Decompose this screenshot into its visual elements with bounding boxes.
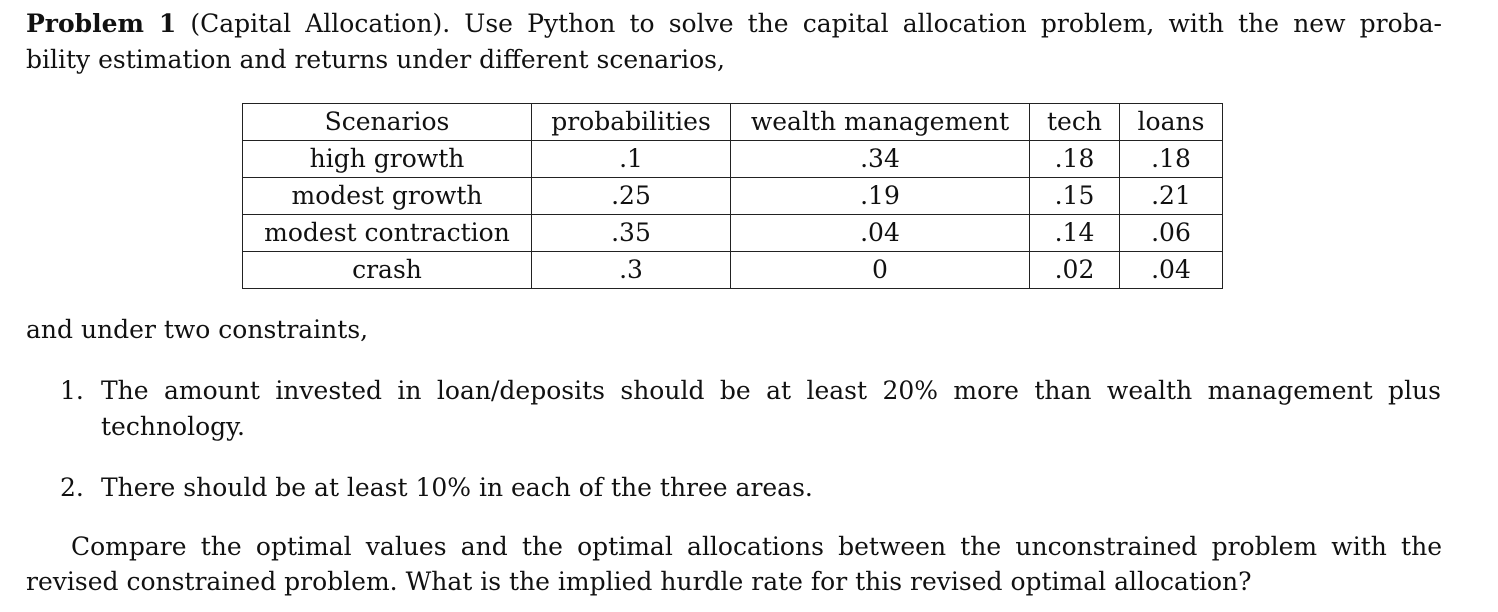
constraint-text-line-1: There should be at least 10% in each of … xyxy=(101,473,813,502)
constraint-text-line-2: technology. xyxy=(101,412,245,441)
table-header-cell: wealth management xyxy=(730,103,1030,141)
table-header-cell: loans xyxy=(1119,103,1223,141)
table-cell: .18 xyxy=(1029,140,1120,178)
table-header-cell: Scenarios xyxy=(242,103,532,141)
scenario-table: Scenarios probabilities wealth managemen… xyxy=(242,103,1223,289)
closing-line-2: revised constrained problem. What is the… xyxy=(26,567,1252,596)
table-cell: .34 xyxy=(730,140,1030,178)
table-cell: crash xyxy=(242,251,532,289)
table-cell: .18 xyxy=(1119,140,1223,178)
table-cell: .04 xyxy=(730,214,1030,252)
constraints-intro: and under two constraints, xyxy=(26,315,369,344)
table-cell: .04 xyxy=(1119,251,1223,289)
table-cell: .15 xyxy=(1029,177,1120,215)
table-header-cell: probabilities xyxy=(531,103,731,141)
problem-intro-line-1: Problem 1 (Capital Allocation). Use Pyth… xyxy=(26,8,1442,40)
constraint-text-line-1: The amount invested in loan/deposits sho… xyxy=(101,376,1441,405)
table-header-cell: tech xyxy=(1029,103,1120,141)
table-cell: .19 xyxy=(730,177,1030,215)
problem-intro-text: (Capital Allocation). Use Python to solv… xyxy=(176,9,1442,38)
problem-intro-line-2: bility estimation and returns under diff… xyxy=(26,45,725,74)
table-row: high growth .1 .34 .18 .18 xyxy=(242,140,1223,178)
table-cell: .02 xyxy=(1029,251,1120,289)
problem-label: Problem 1 xyxy=(26,9,177,38)
list-number: 2. xyxy=(60,473,84,502)
table-row: crash .3 0 .02 .04 xyxy=(242,251,1223,289)
table-cell: modest growth xyxy=(242,177,532,215)
table-cell: .21 xyxy=(1119,177,1223,215)
table-row: modest growth .25 .19 .15 .21 xyxy=(242,177,1223,215)
table-cell: .35 xyxy=(531,214,731,252)
list-number: 1. xyxy=(60,376,84,405)
table-cell: .3 xyxy=(531,251,731,289)
table-cell: .06 xyxy=(1119,214,1223,252)
closing-line-1: Compare the optimal values and the optim… xyxy=(71,532,1442,561)
table-cell: .25 xyxy=(531,177,731,215)
table-cell: .14 xyxy=(1029,214,1120,252)
table-cell: .1 xyxy=(531,140,731,178)
table-row: modest contraction .35 .04 .14 .06 xyxy=(242,214,1223,252)
table-cell: modest contraction xyxy=(242,214,532,252)
table-header-row: Scenarios probabilities wealth managemen… xyxy=(242,103,1223,141)
table-cell: 0 xyxy=(730,251,1030,289)
table-cell: high growth xyxy=(242,140,532,178)
